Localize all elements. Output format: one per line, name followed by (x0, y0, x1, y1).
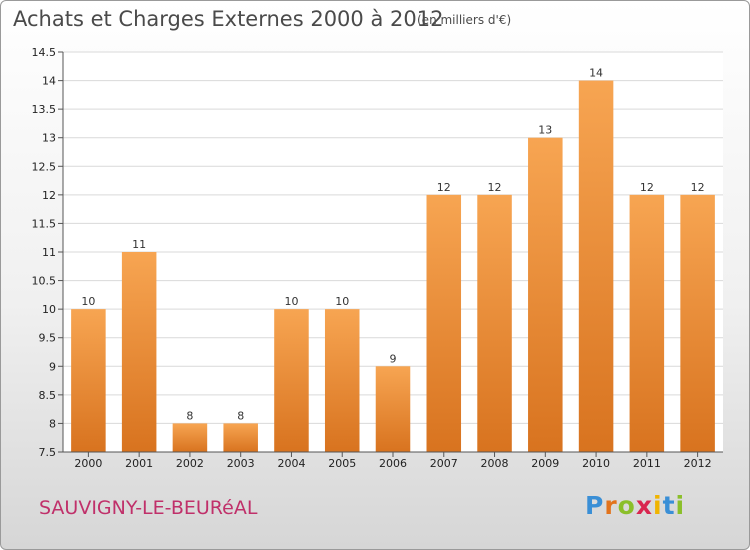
x-tick-label: 2008 (481, 457, 509, 470)
bar-2000 (71, 309, 106, 452)
bar-2003 (223, 423, 258, 452)
y-tick-label: 9 (49, 360, 56, 373)
data-label-2005: 10 (335, 295, 349, 308)
logo-letter: i (675, 491, 686, 520)
x-tick-label: 2006 (379, 457, 407, 470)
x-tick-label: 2009 (531, 457, 559, 470)
x-tick-label: 2003 (227, 457, 255, 470)
bar-2011 (629, 194, 665, 452)
proxiti-logo: Proxiti (585, 491, 685, 520)
chart-unit: (en milliers d'€) (417, 13, 512, 27)
labels: 7.5 8 8.5 9 9.5 10 10.5 11 11.5 12 12.5 13 13.5 14 14.… (32, 46, 712, 470)
bar-2005 (324, 309, 360, 452)
logo-letter: x (635, 491, 653, 520)
data-label-2001: 11 (132, 238, 146, 251)
axes (58, 51, 723, 457)
y-tick-label: 14.5 (32, 46, 57, 59)
y-tick-label: 12.5 (32, 160, 57, 173)
x-tick-label: 2010 (582, 457, 610, 470)
logo-letter: P (585, 491, 605, 520)
data-label-2002: 8 (186, 409, 193, 422)
data-label-2000: 10 (81, 295, 95, 308)
y-tick-label: 7.5 (39, 446, 57, 459)
logo-letter: t (662, 491, 676, 520)
logo-letter: o (617, 491, 636, 520)
data-label-2009: 13 (538, 124, 552, 137)
y-tick-label: 8.5 (39, 389, 57, 402)
data-label-2008: 12 (488, 181, 502, 194)
y-tick-label: 8 (49, 417, 56, 430)
bar-2004 (274, 309, 309, 452)
bar-2006 (375, 366, 411, 452)
data-label-2003: 8 (237, 409, 244, 422)
bar-2012 (680, 194, 715, 452)
bar-2008 (477, 194, 512, 452)
x-tick-label: 2004 (277, 457, 305, 470)
y-tick-label: 13.5 (32, 103, 57, 116)
bars (71, 80, 715, 453)
bar-2007 (426, 194, 462, 452)
y-tick-label: 11.5 (32, 217, 57, 230)
data-label-2007: 12 (437, 181, 451, 194)
y-tick-label: 10.5 (32, 275, 57, 288)
logo-letter: i (653, 491, 663, 520)
x-tick-label: 2002 (176, 457, 204, 470)
x-tick-label: 2007 (430, 457, 458, 470)
data-label-2012: 12 (691, 181, 705, 194)
y-tick-label: 10 (42, 303, 56, 316)
x-tick-label: 2001 (125, 457, 153, 470)
data-label-2006: 9 (390, 352, 397, 365)
x-tick-label: 2012 (684, 457, 712, 470)
y-tick-label: 14 (42, 75, 56, 88)
chart-title: Achats et Charges Externes 2000 à 2012 (13, 7, 444, 31)
y-tick-label: 13 (42, 132, 56, 145)
bar-2002 (172, 423, 208, 452)
x-tick-label: 2011 (633, 457, 661, 470)
bar-2010 (578, 80, 614, 453)
city-name: SAUVIGNY-LE-BEURéAL (39, 497, 258, 519)
bar-2009 (528, 137, 563, 452)
y-tick-label: 11 (42, 246, 56, 259)
data-label-2004: 10 (284, 295, 298, 308)
x-tick-label: 2000 (74, 457, 102, 470)
x-tick-label: 2005 (328, 457, 356, 470)
logo-letter: r (604, 491, 618, 520)
y-tick-label: 9.5 (39, 332, 57, 345)
data-label-2010: 14 (589, 67, 603, 80)
data-label-2011: 12 (640, 181, 654, 194)
y-tick-label: 12 (42, 189, 56, 202)
bar-2001 (121, 252, 157, 452)
